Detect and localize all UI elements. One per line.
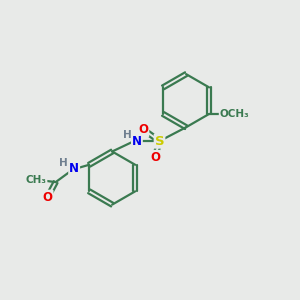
- Text: H: H: [123, 130, 132, 140]
- Text: O: O: [150, 151, 160, 164]
- Text: O: O: [43, 190, 52, 204]
- Text: OCH₃: OCH₃: [220, 109, 249, 119]
- Text: N: N: [132, 135, 142, 148]
- Text: O: O: [138, 123, 148, 136]
- Text: H: H: [59, 158, 68, 168]
- Text: CH₃: CH₃: [26, 175, 46, 185]
- Text: S: S: [155, 135, 164, 148]
- Text: N: N: [69, 162, 79, 175]
